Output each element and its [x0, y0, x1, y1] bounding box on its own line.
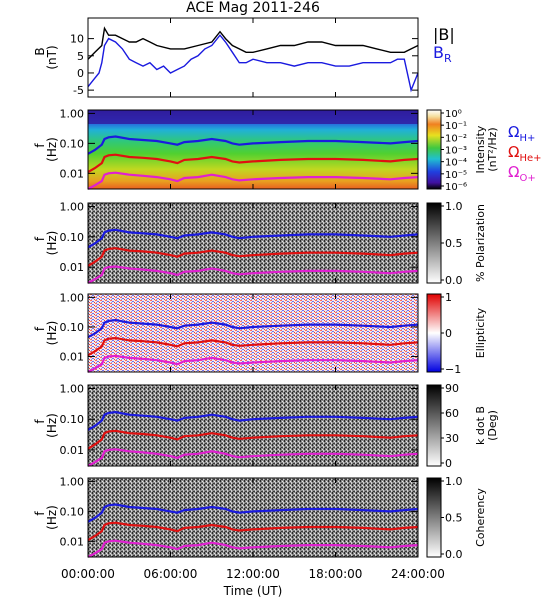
colorbar-tick-label: −1 — [445, 363, 461, 376]
colorbar-tick-label: 60 — [445, 407, 459, 420]
colorbar-tick-label: 10⁻³ — [445, 146, 467, 157]
panel-frame — [87, 17, 419, 98]
x-tick-label: 18:00:00 — [309, 567, 363, 581]
x-tick-label: 06:00:00 — [144, 567, 198, 581]
y-tick-label: 0.10 — [60, 321, 85, 334]
y-tick-label: 5 — [77, 50, 84, 63]
colorbar-unit: (Deg) — [486, 410, 499, 441]
gyrofrequency-legend-1: ΩHe+ — [508, 143, 542, 164]
colorbar-label: % Polarization — [474, 204, 487, 282]
colorbar-tick-label: 10⁻⁴ — [445, 158, 467, 169]
colorbar — [426, 293, 442, 373]
gyrofrequency-curve-he-plus — [87, 521, 419, 542]
colorbar-tick-label: 0.5 — [445, 237, 463, 250]
y-tick-label: 0.10 — [60, 413, 85, 426]
x-axis-label: Time (UT) — [223, 584, 283, 598]
colorbar — [426, 109, 442, 190]
y-tick-label: 1.00 — [60, 200, 85, 213]
y-tick-label: 0.01 — [60, 351, 85, 364]
colorbar-tick-label: 0 — [445, 457, 452, 470]
x-tick-label: 24:00:00 — [391, 567, 445, 581]
y-axis-unit: (Hz) — [45, 137, 59, 162]
y-tick-label: 10 — [70, 33, 84, 46]
colorbar-tick-label: 10⁻⁵ — [445, 170, 467, 181]
colorbar-tick-label: 0.0 — [445, 274, 463, 287]
y-tick-label: 1.00 — [60, 107, 85, 120]
y-axis-label: B — [33, 47, 47, 55]
colorbar-tick-label: 1.0 — [445, 200, 463, 213]
gyrofrequency-curve-h-plus — [87, 228, 419, 249]
colorbar-tick-label: 90 — [445, 382, 459, 395]
colorbar — [426, 202, 442, 284]
y-tick-label: 0.01 — [60, 167, 85, 180]
legend-b-magnitude: |B| — [433, 25, 455, 44]
gyrofrequency-curve-o-plus — [87, 171, 419, 190]
colorbar-tick-label: 30 — [445, 432, 459, 445]
colorbar-tick-label: 10⁻⁶ — [445, 182, 467, 193]
colorbar-tick-label: 0.0 — [445, 548, 463, 561]
colorbar — [426, 477, 442, 558]
series-line-b-magnitude — [87, 26, 419, 60]
colorbar-label: k dot B — [474, 406, 487, 445]
x-tick-label: 00:00:00 — [61, 567, 115, 581]
heatmap-image — [88, 385, 418, 466]
colorbar-label: Intensity — [474, 125, 487, 173]
y-tick-label: -5 — [73, 84, 84, 97]
y-axis-unit: (nT) — [45, 45, 59, 69]
y-tick-label: 0.01 — [60, 535, 85, 548]
gyrofrequency-legend-0: ΩH+ — [508, 123, 535, 144]
gyrofrequency-curve-o-plus — [87, 354, 419, 373]
y-tick-label: 0.10 — [60, 137, 85, 150]
y-tick-label: 1.00 — [60, 475, 85, 488]
gyrofrequency-curve-h-plus — [87, 135, 419, 155]
colorbar-tick-label: 1 — [445, 291, 452, 304]
colorbar-label: Ellipticity — [474, 307, 487, 358]
y-axis-label: f — [33, 236, 47, 241]
colorbar-tick-label: 0.5 — [445, 512, 463, 525]
gyrofrequency-curve-he-plus — [87, 153, 419, 174]
y-axis-unit: (Hz) — [45, 505, 59, 530]
y-tick-label: 0.01 — [60, 261, 85, 274]
series-line-b-radial — [87, 34, 419, 93]
y-tick-label: 1.00 — [60, 291, 85, 304]
gyrofrequency-legend-2: ΩO+ — [508, 163, 536, 184]
y-tick-label: 0.01 — [60, 444, 85, 457]
y-axis-unit: (Hz) — [45, 413, 59, 438]
y-axis-unit: (Hz) — [45, 321, 59, 346]
legend-b-radial: BR — [433, 43, 452, 65]
gyrofrequency-curve-he-plus — [87, 429, 419, 450]
y-axis-label: f — [33, 511, 47, 516]
gyrofrequency-curve-h-plus — [87, 503, 419, 523]
y-axis-label: f — [33, 419, 47, 424]
gyrofrequency-curve-o-plus — [87, 448, 419, 467]
y-tick-label: 0 — [77, 67, 84, 80]
gyrofrequency-curve-h-plus — [87, 410, 419, 431]
gyrofrequency-curve-he-plus — [87, 247, 419, 267]
heatmap-image — [88, 478, 418, 557]
x-tick-label: 12:00:00 — [226, 567, 280, 581]
y-tick-label: 0.10 — [60, 231, 85, 244]
y-axis-label: f — [33, 326, 47, 331]
colorbar-tick-label: 10⁰ — [445, 109, 462, 120]
figure-title: ACE Mag 2011-246 — [186, 0, 320, 16]
gyrofrequency-curve-he-plus — [87, 336, 419, 357]
colorbar-label: Coherency — [474, 488, 487, 547]
gyrofrequency-curve-o-plus — [87, 265, 419, 284]
y-tick-label: 1.00 — [60, 383, 85, 396]
colorbar-tick-label: 10⁻² — [445, 133, 467, 144]
gyrofrequency-curve-h-plus — [87, 318, 419, 339]
y-tick-label: 0.10 — [60, 505, 85, 518]
colorbar-unit: (nT²/Hz) — [486, 127, 499, 171]
y-axis-label: f — [33, 143, 47, 148]
y-axis-unit: (Hz) — [45, 231, 59, 256]
colorbar — [426, 384, 442, 467]
colorbar-tick-label: 1.0 — [445, 475, 463, 488]
gyrofrequency-curve-o-plus — [87, 539, 419, 558]
colorbar-tick-label: 0 — [445, 327, 452, 340]
colorbar-tick-label: 10⁻¹ — [445, 121, 467, 132]
